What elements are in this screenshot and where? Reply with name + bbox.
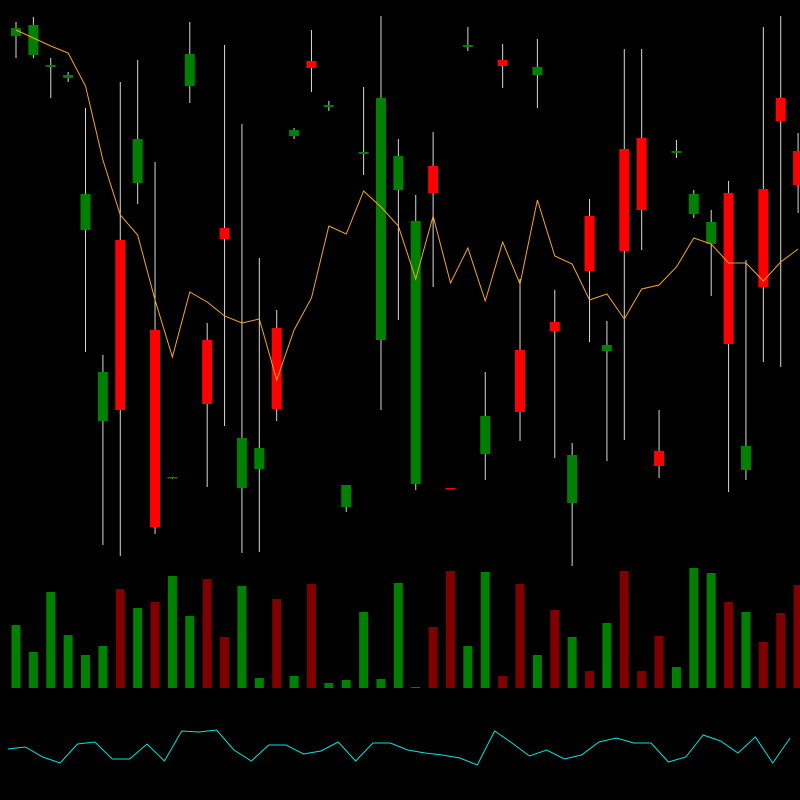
volume-bar: [706, 573, 716, 688]
candle-body: [254, 448, 265, 469]
candle-body: [167, 477, 178, 479]
volume-bar: [289, 676, 299, 688]
candle-body: [723, 193, 734, 344]
volume-bar: [758, 642, 768, 688]
volume-bar: [115, 589, 125, 688]
volume-bar: [272, 599, 282, 688]
candle-body: [428, 166, 439, 193]
candle-body: [271, 328, 282, 409]
volume-bar: [741, 612, 751, 688]
volume-bar: [550, 610, 560, 688]
volume-bar: [11, 625, 21, 688]
candle-body: [636, 138, 647, 210]
candle-body: [793, 151, 800, 185]
volume-bar: [376, 679, 386, 688]
candle-body: [289, 130, 300, 136]
volume-bar: [237, 586, 247, 688]
candle-body: [150, 330, 161, 527]
candle-body: [515, 350, 526, 412]
volume-bar: [689, 568, 699, 688]
volume-bar: [532, 655, 542, 688]
volume-bar: [724, 602, 734, 688]
candle-body: [532, 67, 543, 75]
candle-body: [480, 416, 491, 454]
volume-bar: [359, 612, 369, 688]
volume-bar: [619, 571, 629, 688]
candle-body: [11, 28, 21, 36]
volume-bar: [306, 584, 316, 688]
candle-body: [132, 139, 143, 183]
volume-bar: [341, 680, 351, 688]
volume-bar: [515, 584, 525, 688]
candle-body: [63, 75, 74, 78]
volume-bar: [167, 576, 177, 688]
candle-body: [202, 340, 213, 404]
candle-body: [584, 216, 595, 271]
volume-bar: [637, 671, 647, 688]
volume-bar: [446, 571, 455, 688]
candle-body: [445, 488, 456, 490]
candle-body: [549, 322, 560, 331]
candle-body: [758, 189, 769, 287]
candle-body: [184, 54, 195, 86]
candle-body: [341, 485, 352, 507]
candle-body: [375, 98, 386, 340]
volume-bar: [28, 652, 38, 688]
volume-bar: [254, 678, 264, 688]
candle-body: [410, 221, 421, 484]
volume-bar: [602, 623, 612, 688]
candle-body: [323, 105, 334, 107]
candle-body: [358, 152, 369, 154]
volume-bar: [463, 646, 473, 688]
volume-bar: [776, 613, 786, 688]
candle-body: [671, 151, 682, 153]
candle-body: [688, 194, 699, 214]
candle-body: [28, 25, 39, 55]
volume-bar: [98, 646, 108, 688]
volume-bar: [46, 592, 56, 688]
volume-bar: [480, 572, 490, 688]
volume-bar: [202, 579, 212, 688]
volume-bar: [567, 637, 577, 688]
volume-bar: [63, 635, 73, 688]
candle-body: [775, 98, 786, 121]
volume-bar: [220, 637, 230, 688]
candle-body: [706, 222, 717, 244]
volume-bar: [671, 667, 681, 688]
candle-body: [393, 156, 404, 190]
candle-body: [80, 194, 91, 230]
volume-bar: [185, 616, 195, 688]
candle-body: [236, 438, 247, 488]
candle-body: [97, 372, 108, 421]
candle-body: [219, 228, 230, 239]
candle-body: [462, 45, 473, 47]
candle-body: [601, 345, 612, 351]
candle-body: [654, 451, 665, 466]
volume-bar: [150, 602, 160, 688]
volume-bar: [133, 608, 143, 688]
volume-bar: [793, 585, 800, 688]
candle-body: [619, 149, 630, 251]
volume-bar: [393, 583, 403, 688]
volume-bar: [81, 655, 91, 688]
candle-body: [115, 240, 126, 410]
candle-body: [306, 61, 317, 68]
candle-body: [567, 455, 578, 503]
volume-bar: [411, 687, 421, 688]
volume-bar: [585, 671, 595, 688]
volume-bar: [324, 683, 334, 688]
volume-bar: [428, 627, 438, 688]
indicator-line: [7, 729, 791, 766]
candle-body: [45, 65, 56, 67]
volume-bar: [498, 676, 508, 688]
candle-body: [740, 446, 751, 470]
volume-bar: [654, 636, 664, 688]
moving-average-line: [15, 29, 799, 382]
candle-body: [497, 60, 508, 66]
